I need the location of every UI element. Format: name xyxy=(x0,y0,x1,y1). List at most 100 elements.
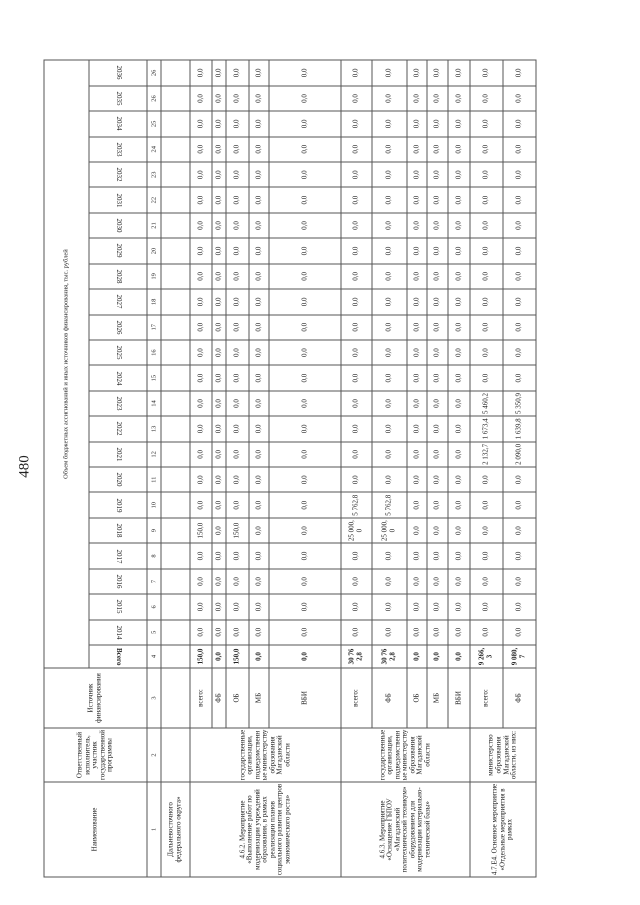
year-value: 0,0 xyxy=(225,339,249,365)
year-value: 0,0 xyxy=(189,237,212,264)
responsible-executor: министерство образования Магаданской обл… xyxy=(469,727,536,782)
year-value: 1 639,8 xyxy=(502,415,536,442)
responsible-executor: государственные организации, подведомств… xyxy=(340,727,470,782)
year-value: 0,0 xyxy=(447,237,470,264)
year-value: 0,0 xyxy=(268,212,341,238)
year-value: 0,0 xyxy=(340,314,372,340)
header-year-2033: 2033 xyxy=(88,136,147,162)
table-row: 4.7.Е4. Основное мероприятие «Отдельные … xyxy=(469,59,536,877)
year-value: 0,0 xyxy=(447,542,470,569)
header-total-label: Всего xyxy=(114,647,123,665)
year-value: 0,0 xyxy=(502,542,536,569)
year-value: 0,0 xyxy=(268,517,341,543)
year-value: 0,0 xyxy=(426,161,448,187)
column-number: 22 xyxy=(146,186,161,213)
year-value: 0,0 xyxy=(502,212,536,238)
year-value: 0,0 xyxy=(406,110,427,137)
year-value: 0,0 xyxy=(371,263,407,289)
year-value: 0,0 xyxy=(211,314,226,340)
year-label: 2022 xyxy=(114,421,123,436)
empty-cell xyxy=(160,415,190,442)
year-value: 0,0 xyxy=(371,59,407,86)
funding-source: всего: xyxy=(189,667,212,728)
year-value: 0,0 xyxy=(469,364,503,391)
year-value: 0,0 xyxy=(340,136,372,162)
year-value: 0,0 xyxy=(225,263,249,289)
total-value: 0,0 xyxy=(406,644,427,668)
year-value: 0,0 xyxy=(371,237,407,264)
year-value: 0,0 xyxy=(406,161,427,187)
header-total: Всего xyxy=(88,644,147,668)
year-value: 0,0 xyxy=(426,441,448,467)
year-value: 0,0 xyxy=(371,364,407,391)
year-value: 0,0 xyxy=(469,568,503,594)
activity-name: 4.6.3. Мероприятие «Оснащение ГБПОУ «Маг… xyxy=(340,781,470,877)
column-number: 26 xyxy=(146,59,161,86)
empty-cell xyxy=(160,339,190,365)
year-value: 0,0 xyxy=(371,568,407,594)
year-value: 0,0 xyxy=(211,542,226,569)
year-value: 0,0 xyxy=(406,212,427,238)
year-value: 0,0 xyxy=(469,85,503,111)
total-value: 0,0 xyxy=(447,644,470,668)
empty-cell xyxy=(160,136,190,162)
year-value: 0,0 xyxy=(447,288,470,315)
year-value: 0,0 xyxy=(248,110,269,137)
year-label: 2019 xyxy=(114,497,123,512)
year-label: 2025 xyxy=(114,345,123,360)
year-value: 0,0 xyxy=(211,263,226,289)
year-value: 0,0 xyxy=(189,364,212,391)
year-value: 2 132,7 xyxy=(469,441,503,467)
year-value: 0,0 xyxy=(502,110,536,137)
year-value: 0,0 xyxy=(371,314,407,340)
header-year-2019: 2019 xyxy=(88,491,147,518)
year-value: 0,0 xyxy=(447,466,470,492)
header-year-2020: 2020 xyxy=(88,466,147,492)
year-value: 0,0 xyxy=(248,212,269,238)
year-label: 2030 xyxy=(114,218,123,233)
column-number: 20 xyxy=(146,237,161,264)
column-number: 12 xyxy=(146,441,161,467)
year-value: 0,0 xyxy=(189,542,212,569)
empty-cell xyxy=(160,466,190,492)
year-label: 2015 xyxy=(114,599,123,614)
funding-source: ФБ xyxy=(371,667,407,728)
year-value: 0,0 xyxy=(469,542,503,569)
year-value: 0,0 xyxy=(189,212,212,238)
empty-cell xyxy=(160,237,190,264)
year-value: 0,0 xyxy=(426,314,448,340)
year-value: 0,0 xyxy=(268,619,341,645)
year-value: 0,0 xyxy=(340,59,372,86)
year-value: 0,0 xyxy=(447,619,470,645)
year-value: 0,0 xyxy=(268,568,341,594)
year-value: 0,0 xyxy=(211,390,226,416)
year-value: 0,0 xyxy=(340,212,372,238)
year-value: 0,0 xyxy=(248,237,269,264)
funding-source: ОБ xyxy=(225,667,249,728)
column-number: 25 xyxy=(146,110,161,137)
year-value: 0,0 xyxy=(406,59,427,86)
empty-cell xyxy=(160,390,190,416)
year-value: 0,0 xyxy=(447,415,470,442)
total-value: 30 762,8 xyxy=(371,644,407,668)
year-value: 2 090,0 xyxy=(502,441,536,467)
year-value: 0,0 xyxy=(469,491,503,518)
header-year-2029: 2029 xyxy=(88,237,147,264)
year-value: 0,0 xyxy=(371,136,407,162)
year-label: 2031 xyxy=(114,192,123,207)
year-value: 0,0 xyxy=(248,186,269,213)
year-value: 0,0 xyxy=(406,593,427,620)
header-row-numbers: 1 2 3 4 5 6 7 8 9 10 11 12 13 14 15 16 17 18 19 20 21 22 23 24 2… xyxy=(146,59,161,877)
year-value: 0,0 xyxy=(225,619,249,645)
column-number: 17 xyxy=(146,314,161,340)
empty-cell xyxy=(160,727,190,782)
year-value: 0,0 xyxy=(426,186,448,213)
year-value: 0,0 xyxy=(426,110,448,137)
header-responsible: Ответственный исполнитель, участник госу… xyxy=(43,727,147,782)
year-value: 5 460,2 xyxy=(469,390,503,416)
funding-source: ВБИ xyxy=(447,667,470,728)
year-value: 0,0 xyxy=(469,263,503,289)
year-value: 0,0 xyxy=(268,390,341,416)
year-value: 0,0 xyxy=(340,161,372,187)
year-value: 0,0 xyxy=(406,237,427,264)
